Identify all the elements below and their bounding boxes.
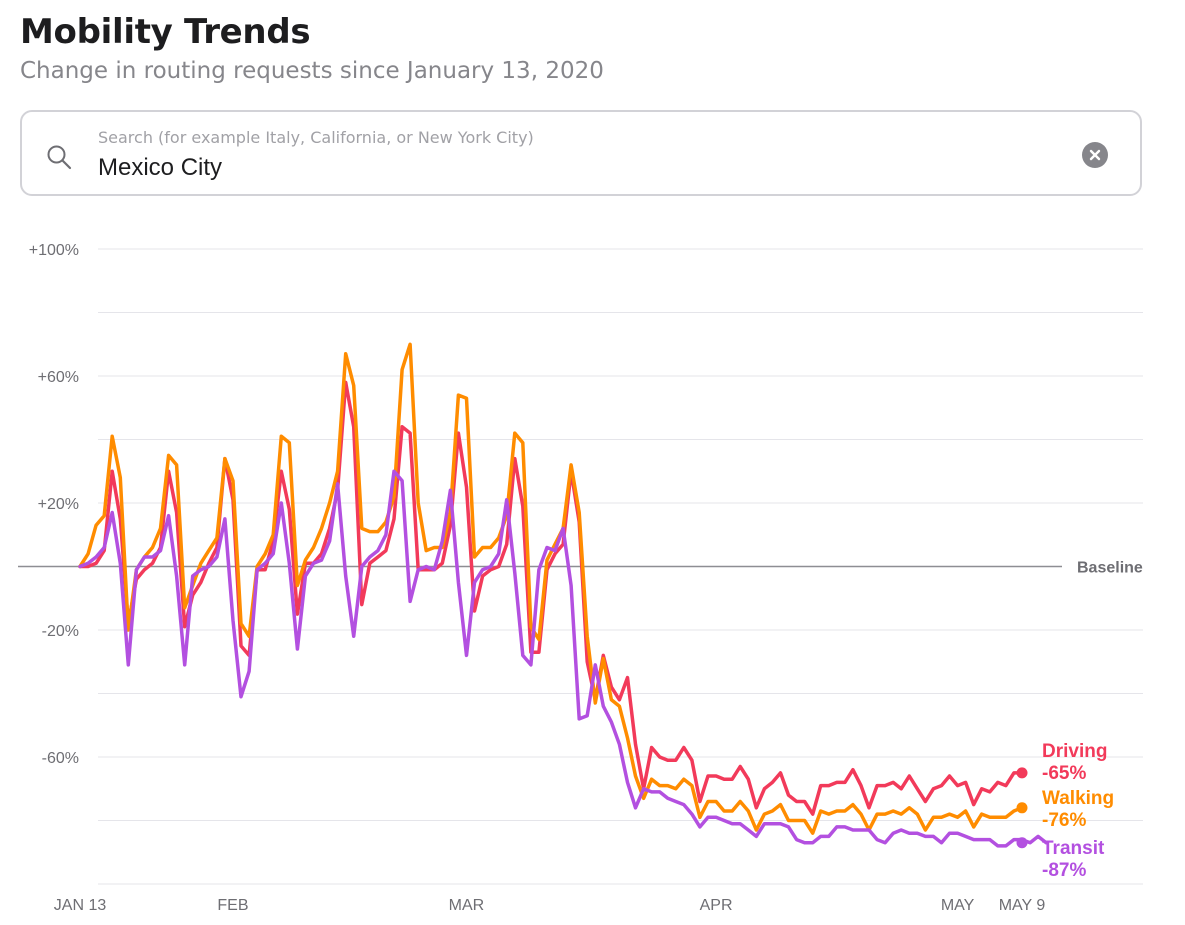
y-tick-label: -60% — [42, 750, 79, 767]
series-name-label-driving: Driving — [1042, 741, 1107, 762]
series-line-walking — [78, 342, 1024, 835]
series-name-label-walking: Walking — [1042, 788, 1114, 809]
series-end-dot-transit — [1016, 837, 1028, 849]
x-tick-label: MAY — [941, 897, 975, 914]
page-title: Mobility Trends — [20, 12, 311, 52]
series-value-label-transit: -87% — [1042, 860, 1086, 881]
x-tick-label: FEB — [217, 897, 248, 914]
label-layer: Driving-65% Walking-76% Transit-87% — [1016, 741, 1114, 881]
y-tick-label: +100% — [29, 242, 79, 259]
clear-icon — [1089, 149, 1101, 161]
x-tick-label: MAR — [449, 897, 485, 914]
x-tick-label: APR — [700, 897, 733, 914]
y-tick-label: -20% — [42, 623, 79, 640]
search-icon — [47, 145, 72, 170]
axis-layer: Baseline +100% +60% +20% -20% -60% JAN 13 FEB MA… — [18, 242, 1143, 914]
series-layer — [78, 342, 1048, 848]
x-tick-label: JAN 13 — [54, 897, 107, 914]
series-line-driving — [78, 380, 1024, 816]
x-tick-label: MAY 9 — [999, 897, 1046, 914]
search-box[interactable]: Search (for example Italy, California, o… — [20, 110, 1142, 196]
page-subtitle: Change in routing requests since January… — [20, 58, 604, 84]
series-name-label-transit: Transit — [1042, 838, 1105, 859]
series-end-dot-walking — [1016, 802, 1028, 814]
search-placeholder: Search (for example Italy, California, o… — [98, 128, 534, 147]
search-input[interactable] — [98, 154, 998, 182]
series-line-transit — [78, 469, 1048, 848]
series-end-dot-driving — [1016, 767, 1028, 779]
baseline-label: Baseline — [1077, 560, 1143, 577]
y-tick-label: +60% — [38, 369, 79, 386]
series-value-label-walking: -76% — [1042, 810, 1086, 831]
y-tick-label: +20% — [38, 496, 79, 513]
series-value-label-driving: -65% — [1042, 763, 1086, 784]
clear-search-button[interactable] — [1082, 142, 1108, 168]
